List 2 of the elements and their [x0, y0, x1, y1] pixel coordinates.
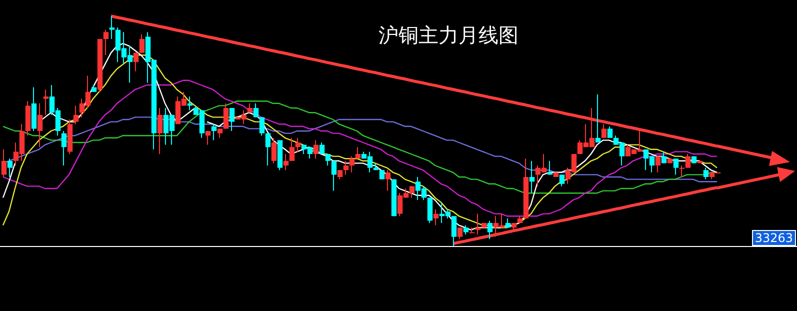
text: 33263 — [752, 230, 796, 246]
chart-title: 沪铜主力月线图 — [378, 22, 520, 49]
